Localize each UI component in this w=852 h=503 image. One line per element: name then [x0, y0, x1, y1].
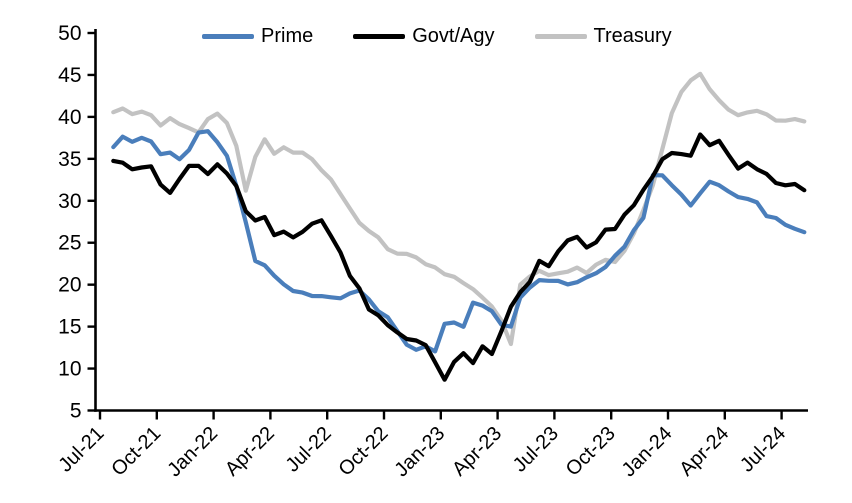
y-tick-label: 20 — [58, 274, 81, 297]
series-line-treasury — [111, 71, 807, 347]
legend-label-prime: Prime — [261, 25, 314, 47]
series-lines — [111, 71, 807, 382]
prime-line-swatch-icon — [202, 33, 254, 39]
y-tick-label: 10 — [58, 358, 81, 381]
x-tick-label: Apr-24 — [675, 422, 733, 480]
x-tick-label: Jul-23 — [509, 422, 563, 476]
y-tick-label: 40 — [58, 106, 81, 129]
x-tick-label: Jan-22 — [163, 422, 222, 481]
y-tick-label: 50 — [58, 22, 81, 45]
x-tick-label: Oct-21 — [107, 422, 165, 480]
legend-label-treasury: Treasury — [593, 25, 672, 47]
x-tick-label: Oct-22 — [335, 422, 393, 480]
legend-item-govt-agy: Govt/Agy — [353, 25, 495, 47]
treasury-line-swatch-icon — [534, 33, 587, 39]
x-tick-label: Jan-24 — [618, 422, 677, 481]
x-tick-label: Apr-22 — [221, 422, 279, 480]
y-tick-label: 30 — [58, 190, 81, 213]
x-tick-label: Jul-22 — [282, 422, 336, 476]
series-line-govt-agy — [111, 132, 807, 382]
chart-legend: Prime Govt/Agy Treasury — [202, 26, 672, 46]
x-tick-label: Jul-21 — [54, 422, 108, 476]
legend-label-govt-agy: Govt/Agy — [412, 25, 495, 47]
x-tick-label: Jan-23 — [391, 422, 450, 481]
legend-item-prime: Prime — [202, 26, 313, 46]
legend-item-treasury: Treasury — [534, 25, 672, 47]
y-tick-label: 25 — [58, 232, 81, 255]
y-tick-label: 15 — [58, 316, 81, 339]
y-tick-label: 45 — [58, 64, 81, 87]
x-tick-label: Jul-24 — [736, 422, 790, 476]
series-line-prime — [111, 129, 807, 354]
y-tick-label: 5 — [70, 400, 82, 423]
x-tick-label: Apr-23 — [448, 422, 506, 480]
axes — [87, 29, 808, 420]
govt-agy-line-swatch-icon — [353, 33, 406, 39]
y-tick-label: 35 — [58, 148, 81, 171]
x-tick-label: Oct-23 — [562, 422, 620, 480]
